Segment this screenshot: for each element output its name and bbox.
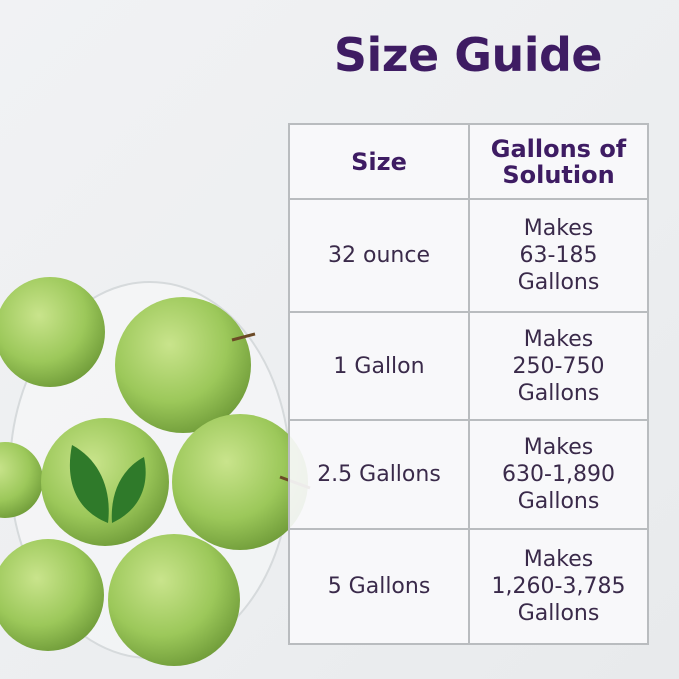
size-cell: 1 Gallon [288, 311, 470, 421]
leaf-icon [111, 457, 146, 523]
table-row: 2.5 Gallons Makes 630-1,890 Gallons [288, 419, 649, 530]
size-cell: 5 Gallons [288, 528, 470, 645]
table-row: 1 Gallon Makes 250-750 Gallons [288, 311, 649, 421]
size-cell: 32 ounce [288, 198, 470, 313]
size-guide-table: Size Gallons of Solution 32 ounce Makes 6… [288, 123, 649, 645]
apple [108, 534, 240, 666]
apple [41, 418, 169, 546]
gallons-cell: Makes 630-1,890 Gallons [468, 419, 649, 530]
gallons-cell: Makes 63-185 Gallons [468, 198, 649, 313]
leaf-icon [69, 445, 109, 523]
header-gallons: Gallons of Solution [468, 123, 649, 200]
table-row: 5 Gallons Makes 1,260-3,785 Gallons [288, 528, 649, 645]
table-header-row: Size Gallons of Solution [288, 123, 649, 200]
size-cell: 2.5 Gallons [288, 419, 470, 530]
header-size: Size [288, 123, 470, 200]
apple [172, 414, 308, 550]
apple [115, 297, 251, 433]
apple [0, 277, 105, 387]
gallons-cell: Makes 250-750 Gallons [468, 311, 649, 421]
green-apples-bowl-image [0, 277, 311, 666]
table-row: 32 ounce Makes 63-185 Gallons [288, 198, 649, 313]
apple [0, 442, 43, 518]
page-title: Size Guide [333, 28, 603, 82]
gallons-cell: Makes 1,260-3,785 Gallons [468, 528, 649, 645]
apple [0, 539, 104, 651]
